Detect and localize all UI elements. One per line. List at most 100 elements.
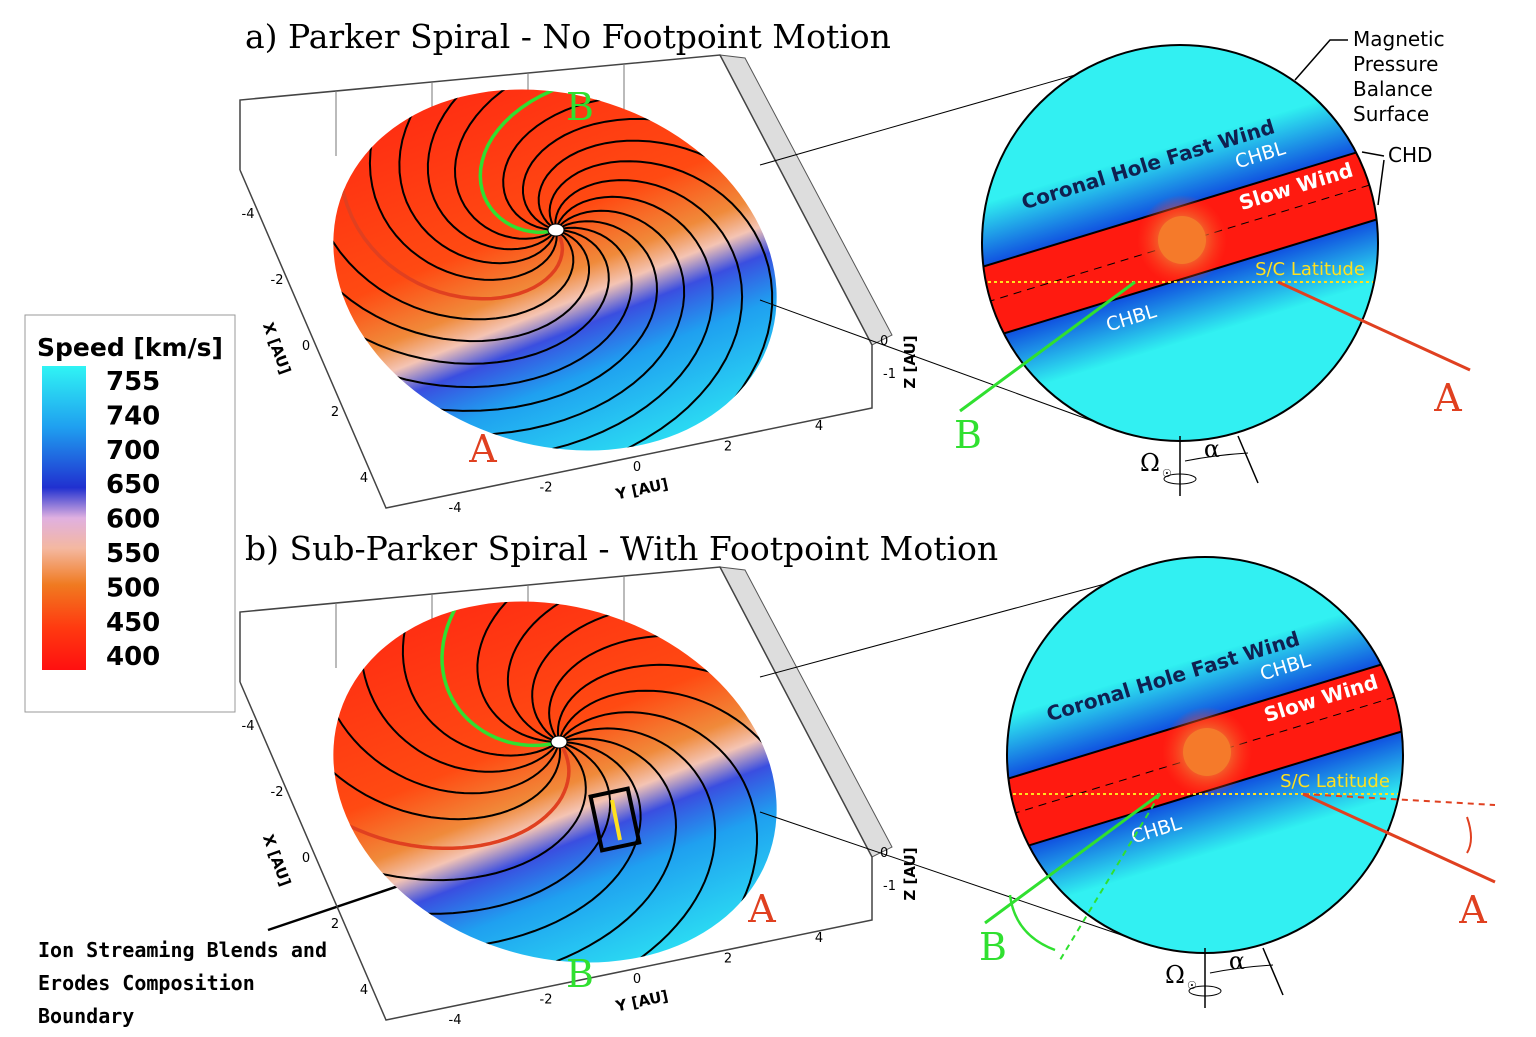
inset-label-a: A — [1433, 376, 1462, 420]
x-tick-label: 2 — [331, 917, 339, 932]
line-a — [1302, 792, 1496, 884]
y-tick-label: 0 — [633, 460, 641, 475]
colorbar-level: 400 — [106, 642, 160, 672]
x-tick-label: 2 — [331, 405, 339, 420]
x-tick-label: -4 — [242, 719, 255, 734]
x-tick-label: -2 — [271, 273, 284, 288]
y-axis-label: Y [AU] — [613, 987, 670, 1016]
annotation: CHD — [1388, 143, 1432, 167]
field-line — [285, 545, 571, 851]
line-a — [1277, 280, 1471, 372]
field-line — [307, 33, 692, 321]
annotation: Erodes Composition — [38, 971, 255, 995]
panel-title: a) Parker Spiral - No Footpoint Motion — [245, 17, 891, 56]
colorbar-level: 650 — [106, 470, 160, 500]
sun — [1158, 216, 1206, 264]
alpha-arc — [1184, 452, 1249, 462]
annotation: Ion Streaming Blends and — [38, 938, 327, 962]
field-line — [285, 72, 659, 412]
x-tick-label: -2 — [271, 785, 284, 800]
y-axis-label: Y [AU] — [613, 475, 670, 504]
zoom-line — [759, 811, 1146, 944]
label-b: B — [566, 85, 594, 129]
box-frame — [239, 54, 873, 509]
x-tick-label: 0 — [302, 851, 310, 866]
chbl-lower — [982, 188, 1378, 422]
panel: b) Sub-Parker Spiral - With Footpoint Mo… — [239, 529, 1496, 1028]
omega-sub: ☉ — [1187, 979, 1197, 992]
y-tick-label: 2 — [724, 952, 732, 967]
x-tick-label: 0 — [302, 339, 310, 354]
alpha-label: α — [1229, 947, 1245, 975]
z-axis-label: Z [AU] — [901, 335, 919, 388]
panel-title: b) Sub-Parker Spiral - With Footpoint Mo… — [245, 529, 998, 568]
y-tick-label: -2 — [540, 993, 553, 1008]
colorbar-level: 700 — [106, 436, 160, 466]
zoom-line — [759, 299, 1121, 432]
y-tick-label: -2 — [540, 481, 553, 496]
sc-latitude-label: S/C Latitude — [1280, 771, 1390, 792]
z-tick-label: -1 — [883, 367, 896, 382]
rotation-sense — [1163, 473, 1197, 485]
inset-label-b: B — [954, 413, 982, 457]
colorbar-level: 755 — [106, 367, 160, 397]
colorbar-level: 450 — [106, 608, 160, 638]
field-line — [285, 545, 562, 821]
z-tick-label: 0 — [880, 846, 888, 861]
field-line — [401, 545, 773, 757]
sun — [1183, 728, 1231, 776]
line-b — [959, 280, 1136, 413]
highlight-box — [588, 786, 642, 853]
field-line — [285, 33, 610, 365]
colorbar-level: 740 — [106, 401, 160, 431]
colorbar-scale — [42, 366, 86, 670]
panel: a) Parker Spiral - No Footpoint Motion B A… — [239, 17, 1471, 516]
omega-sub: ☉ — [1162, 467, 1172, 480]
rotation-arrow — [1466, 816, 1472, 854]
tilted-axis — [1262, 947, 1284, 996]
chbl-upper — [982, 64, 1378, 298]
leader — [1294, 39, 1348, 81]
tilted-axis — [1237, 435, 1259, 484]
label-b: B — [566, 952, 594, 996]
field-line — [315, 545, 560, 795]
y-tick-label: 4 — [815, 931, 823, 946]
colorbar-level: 500 — [106, 573, 160, 603]
y-tick-label: 0 — [633, 972, 641, 987]
rotation-arrow — [1008, 894, 1056, 952]
z-axis-label: Z [AU] — [901, 847, 919, 900]
alpha-label: α — [1204, 435, 1220, 463]
sc-latitude-label: S/C Latitude — [1255, 259, 1365, 280]
streaming-arrow — [610, 799, 622, 841]
inset-label-b: B — [979, 925, 1007, 969]
annotation: Magnetic — [1353, 27, 1445, 51]
omega-label: Ω — [1165, 961, 1185, 989]
leader — [1361, 151, 1385, 206]
field-line — [285, 625, 587, 882]
y-tick-label: -4 — [449, 501, 462, 516]
omega-label: Ω — [1140, 449, 1160, 477]
annotation: Pressure — [1353, 52, 1438, 76]
field-line — [360, 545, 640, 773]
x-tick-label: -4 — [242, 207, 255, 222]
y-tick-label: 2 — [724, 440, 732, 455]
chbl-upper — [1007, 576, 1403, 810]
x-axis-label: X [AU] — [259, 832, 294, 889]
field-line — [285, 177, 686, 437]
box-frame — [239, 566, 873, 1021]
field-line — [285, 33, 633, 389]
sun-marker — [550, 735, 568, 749]
annotation: Boundary — [38, 1004, 134, 1028]
colorbar-level: 550 — [106, 539, 160, 569]
x-axis-label: X [AU] — [259, 320, 294, 377]
line-b — [984, 792, 1161, 925]
chbl-lower — [1007, 700, 1403, 934]
label-a: A — [747, 887, 776, 931]
label-a: A — [468, 427, 497, 471]
field-line — [338, 33, 817, 301]
y-tick-label: -4 — [449, 1013, 462, 1028]
field-line — [368, 33, 825, 281]
z-tick-label: -1 — [883, 879, 896, 894]
